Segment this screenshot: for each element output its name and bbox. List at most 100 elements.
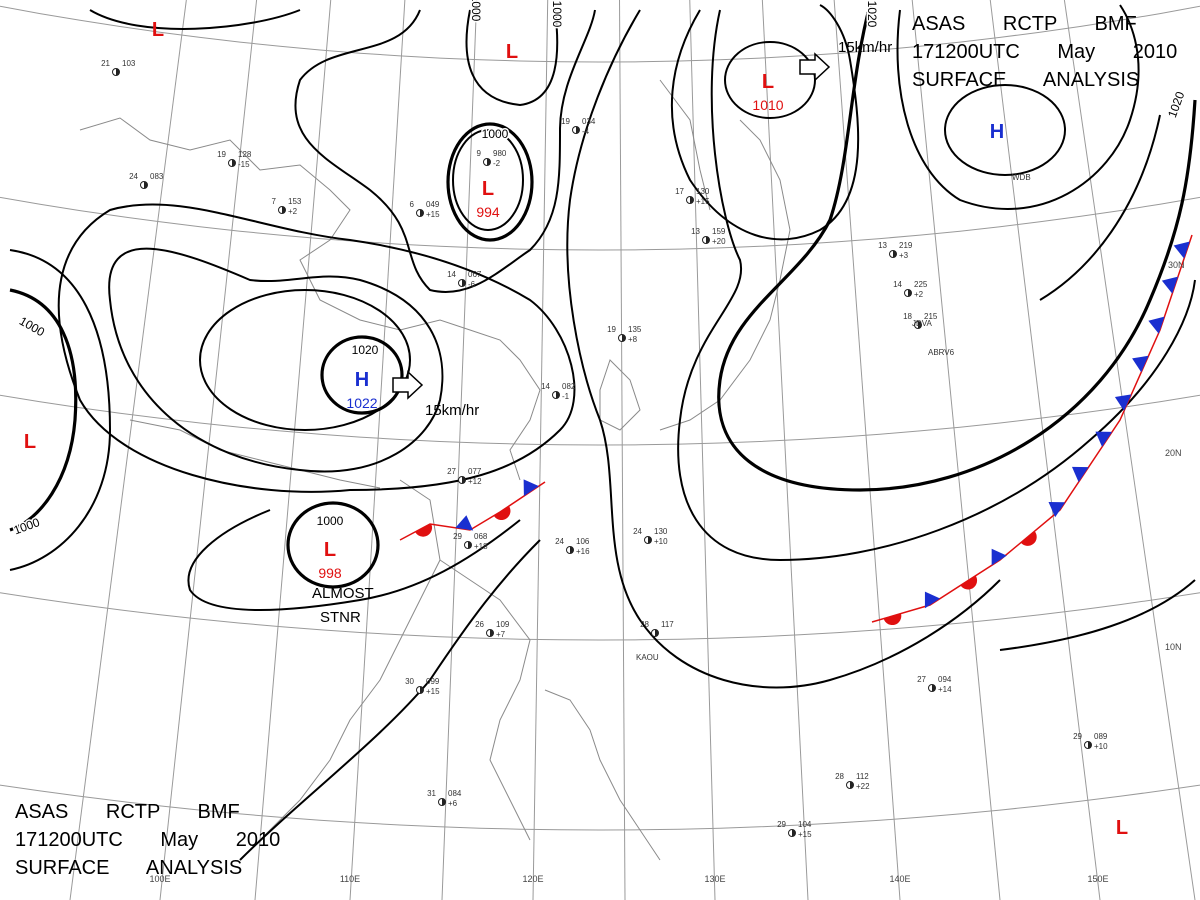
station-tendency: -4 — [582, 127, 590, 136]
fronts — [399, 234, 1193, 626]
parallel — [0, 394, 1200, 446]
station-temp: 9 — [477, 149, 482, 158]
station-pressure: 104 — [798, 820, 812, 829]
station-tendency: +15 — [696, 197, 710, 206]
station-pressure: 099 — [426, 677, 440, 686]
station-pressure: 106 — [576, 537, 590, 546]
station-cover — [232, 159, 236, 167]
station-tendency: +7 — [496, 630, 506, 639]
station-tendency: -2 — [493, 159, 501, 168]
station-tendency: +18 — [474, 542, 488, 551]
station-cover — [932, 684, 936, 692]
station-pressure: 034 — [582, 117, 596, 126]
cold-front-mark — [1048, 502, 1066, 518]
longitude-label: 130E — [704, 874, 725, 884]
isobar — [566, 9, 1001, 689]
coastline — [659, 79, 711, 211]
station-cover — [850, 781, 854, 789]
latitude-label: 30N — [1168, 260, 1185, 270]
footer-line: 171200UTC May 2010 — [15, 829, 280, 851]
station-cover — [487, 158, 491, 166]
motion-arrow — [799, 52, 831, 82]
station-cover — [420, 686, 424, 694]
warm-front-mark — [1020, 531, 1037, 546]
station-pressure: 109 — [496, 620, 510, 629]
isobar — [57, 203, 576, 493]
coastline — [239, 479, 441, 861]
meridian — [689, 0, 716, 900]
pressure-center-value: 998 — [318, 565, 342, 581]
coastline — [544, 689, 661, 861]
isobar — [320, 335, 404, 415]
cold-front-mark — [991, 548, 1007, 566]
isobar-label: 1020 — [352, 343, 379, 357]
meridian — [1063, 0, 1196, 900]
station-pressure: 225 — [914, 280, 928, 289]
station-pressure: 068 — [474, 532, 488, 541]
isobar — [465, 9, 559, 107]
pressure-center-symbol: L — [324, 539, 336, 561]
front-note: STNR — [320, 609, 361, 626]
parallel — [0, 5, 1200, 63]
meridian — [441, 0, 478, 900]
station-cover — [622, 334, 626, 342]
station-cover — [648, 536, 652, 544]
parallel — [0, 784, 1200, 831]
warm-front-mark — [415, 523, 433, 537]
station-cover — [490, 629, 494, 637]
station-temp: 19 — [607, 325, 616, 334]
station-tendency: +8 — [628, 335, 638, 344]
station-cover — [442, 798, 446, 806]
station-pressure: 130 — [654, 527, 668, 536]
isobar — [199, 289, 411, 431]
station-pressure: 089 — [1094, 732, 1108, 741]
station-tendency: +15 — [426, 210, 440, 219]
isobar — [294, 9, 596, 293]
motion-arrow — [392, 370, 424, 400]
parallel — [0, 196, 1200, 251]
station-pressure: 153 — [288, 197, 302, 206]
pressure-center-symbol: L — [152, 19, 164, 41]
header-line: 171200UTC May 2010 — [912, 41, 1177, 63]
pressure-center-value: 1010 — [752, 97, 783, 113]
station-id: ABRV6 — [928, 348, 955, 357]
pressure-center-symbol: H — [355, 369, 369, 391]
meridian — [349, 0, 406, 900]
station-temp: 24 — [633, 527, 642, 536]
station-temp: 13 — [691, 227, 700, 236]
station-tendency: +10 — [1094, 742, 1108, 751]
meridian — [989, 0, 1101, 900]
station-temp: 24 — [129, 172, 138, 181]
pressure-center-symbol: L — [506, 41, 518, 63]
coastline — [659, 119, 791, 431]
isobar-label: 1020 — [865, 1, 879, 28]
station-tendency: +3 — [899, 251, 909, 260]
coastline — [599, 359, 641, 431]
station-cover — [144, 181, 148, 189]
isobar — [9, 249, 112, 571]
front-note: ALMOST — [312, 585, 374, 602]
warm-front-mark — [960, 575, 978, 590]
station-temp: 29 — [777, 820, 786, 829]
station-id: KAOU — [636, 653, 659, 662]
isobar — [1039, 114, 1161, 301]
station-cover — [468, 541, 472, 549]
isobar — [286, 501, 380, 589]
cold-front-mark — [1071, 466, 1089, 483]
station-pressure: 215 — [924, 312, 938, 321]
longitude-label: 110E — [340, 874, 360, 884]
latitude-label: 10N — [1165, 642, 1182, 652]
station-tendency: -15 — [238, 160, 250, 169]
motion-label: 15km/hr — [838, 39, 892, 56]
longitude-label: 120E — [522, 874, 543, 884]
station-pressure: 980 — [493, 149, 507, 158]
pressure-center-symbol: L — [1116, 817, 1128, 839]
cold-front-mark — [1173, 241, 1190, 259]
station-cover — [893, 250, 897, 258]
coastline — [79, 117, 541, 481]
isobar-label: 1000 — [317, 514, 344, 528]
station-pressure: 130 — [696, 187, 710, 196]
cold-front-mark — [1161, 276, 1178, 294]
